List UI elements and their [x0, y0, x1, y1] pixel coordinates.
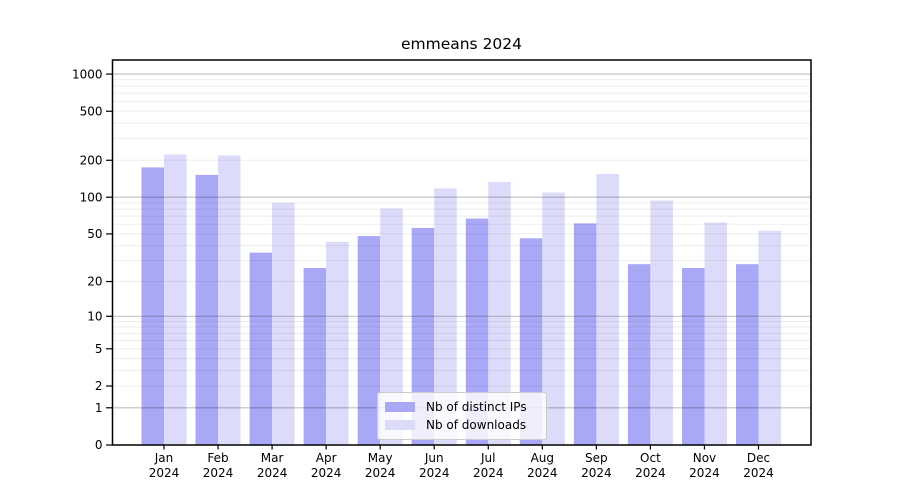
x-tick-label-dec-2024: Dec 2024 — [743, 451, 774, 480]
bar-nb-of-downloads-jun-2024 — [434, 188, 457, 445]
bar-nb-of-distinct-ips-apr-2024 — [303, 268, 327, 445]
bar-nb-of-downloads-dec-2024 — [758, 230, 781, 445]
bar-nb-of-downloads-nov-2024 — [704, 222, 727, 445]
bar-nb-of-distinct-ips-mar-2024 — [249, 252, 273, 445]
bar-nb-of-downloads-may-2024 — [380, 208, 403, 445]
bar-nb-of-downloads-aug-2024 — [542, 192, 565, 445]
x-tick-label-jan-2024: Jan 2024 — [149, 451, 180, 480]
bar-nb-of-distinct-ips-jun-2024 — [411, 227, 435, 445]
x-tick-label-mar-2024: Mar 2024 — [257, 451, 288, 480]
x-tick-label-aug-2024: Aug 2024 — [527, 451, 558, 480]
y-tick-label-5: 5 — [95, 342, 103, 356]
y-tick-label-50: 50 — [87, 227, 102, 241]
legend-swatch-downloads — [385, 420, 415, 430]
bar-nb-of-distinct-ips-nov-2024 — [682, 268, 705, 445]
x-tick-label-apr-2024: Apr 2024 — [311, 451, 342, 480]
bar-nb-of-downloads-oct-2024 — [650, 200, 673, 445]
legend-label-downloads: Nb of downloads — [426, 418, 527, 432]
bar-nb-of-distinct-ips-jan-2024 — [141, 167, 164, 445]
bar-nb-of-downloads-jan-2024 — [164, 154, 187, 445]
bar-nb-of-distinct-ips-may-2024 — [357, 236, 381, 445]
bar-nb-of-distinct-ips-feb-2024 — [195, 174, 218, 445]
legend-item-downloads: Nb of downloads — [385, 418, 539, 432]
y-tick-label-0: 0 — [95, 438, 103, 452]
x-tick-label-may-2024: May 2024 — [365, 451, 396, 480]
y-tick-label-200: 200 — [80, 153, 103, 167]
y-tick-label-1000: 1000 — [72, 67, 103, 81]
y-tick-label-100: 100 — [80, 190, 103, 204]
bar-nb-of-downloads-mar-2024 — [272, 202, 295, 445]
bar-nb-of-distinct-ips-sep-2024 — [573, 223, 597, 445]
x-tick-label-jul-2024: Jul 2024 — [473, 451, 504, 480]
legend-swatch-distinct-ips — [385, 402, 415, 412]
y-tick-label-2: 2 — [95, 379, 103, 393]
x-tick-label-feb-2024: Feb 2024 — [203, 451, 234, 480]
y-tick-label-10: 10 — [87, 309, 102, 323]
x-tick-label-oct-2024: Oct 2024 — [635, 451, 666, 480]
bar-nb-of-downloads-sep-2024 — [596, 173, 619, 445]
bar-nb-of-distinct-ips-oct-2024 — [627, 264, 651, 445]
bar-nb-of-downloads-jul-2024 — [488, 182, 511, 445]
bar-nb-of-distinct-ips-jul-2024 — [465, 218, 489, 445]
legend-label-distinct-ips: Nb of distinct IPs — [426, 400, 527, 414]
y-tick-label-500: 500 — [80, 104, 103, 118]
bar-nb-of-downloads-apr-2024 — [326, 241, 349, 445]
plot-frame — [111, 59, 812, 446]
x-tick-label-jun-2024: Jun 2024 — [419, 451, 450, 480]
chart-title: emmeans 2024 — [400, 35, 523, 53]
x-tick-label-nov-2024: Nov 2024 — [689, 451, 720, 480]
legend-item-distinct-ips: Nb of distinct IPs — [385, 400, 539, 414]
legend: Nb of distinct IPs Nb of downloads — [377, 392, 547, 440]
y-tick-label-20: 20 — [87, 275, 102, 289]
bar-nb-of-downloads-feb-2024 — [218, 155, 241, 445]
y-tick-label-1: 1 — [95, 401, 103, 415]
x-tick-label-sep-2024: Sep 2024 — [581, 451, 612, 480]
bar-nb-of-distinct-ips-dec-2024 — [736, 264, 759, 445]
